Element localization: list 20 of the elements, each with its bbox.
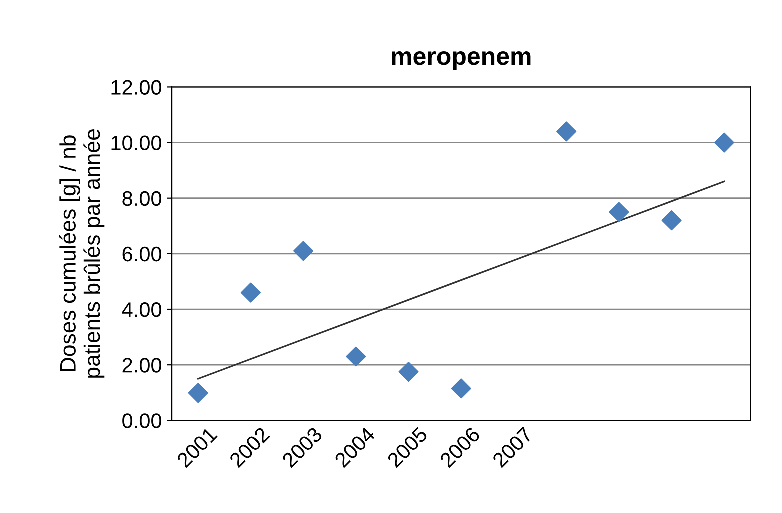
point	[609, 202, 630, 222]
y-tick-label: 12.00	[112, 80, 162, 95]
chart-title: meropenem	[392, 52, 531, 70]
line-series	[198, 180, 726, 380]
point	[556, 122, 577, 142]
point	[398, 362, 419, 382]
point	[451, 378, 472, 399]
point	[240, 282, 261, 303]
y-tick-label: 4.00	[122, 302, 162, 318]
point	[188, 383, 208, 404]
point	[294, 241, 314, 262]
y-tick-label: 8.00	[122, 191, 162, 206]
y-tick-label: 0.00	[122, 414, 162, 428]
point	[714, 132, 734, 153]
point	[346, 346, 366, 367]
y-tick-label: 2.00	[122, 358, 162, 373]
y-tick-label: 10.00	[112, 136, 162, 151]
y-axis-title: Doses cumulées [g] / nb patients brûlés par année	[59, 130, 105, 378]
point	[662, 210, 682, 231]
y-tick-label: 6.00	[122, 246, 162, 262]
